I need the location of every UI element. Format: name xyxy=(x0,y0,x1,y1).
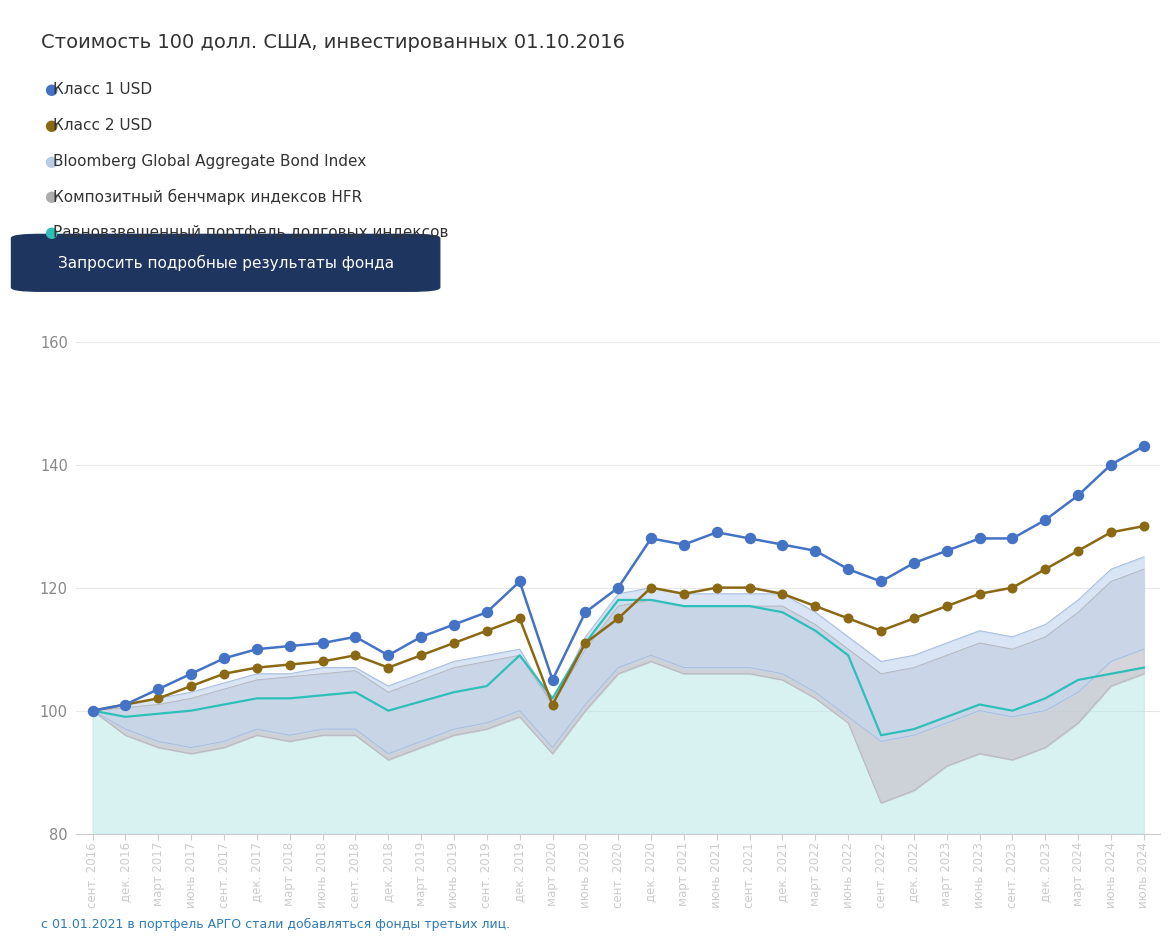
Text: Стоимость 100 долл. США, инвестированных 01.10.2016: Стоимость 100 долл. США, инвестированных… xyxy=(41,33,625,52)
Point xyxy=(346,648,364,663)
Point xyxy=(609,580,628,595)
Point xyxy=(1003,580,1022,595)
Text: ●: ● xyxy=(45,189,57,204)
Point xyxy=(905,556,924,571)
Point xyxy=(1036,512,1055,528)
Point xyxy=(214,666,233,681)
Point xyxy=(708,525,727,540)
Text: ●: ● xyxy=(45,118,57,133)
Point xyxy=(1069,544,1088,559)
Point xyxy=(1134,519,1153,534)
Point xyxy=(806,544,825,559)
Point xyxy=(116,697,135,712)
Text: Запросить подробные результаты фонда: Запросить подробные результаты фонда xyxy=(57,254,394,271)
Point xyxy=(280,639,299,654)
Point xyxy=(1102,457,1120,472)
Text: Класс 2 USD: Класс 2 USD xyxy=(53,118,152,133)
Point xyxy=(346,629,364,644)
Point xyxy=(379,660,397,675)
Point xyxy=(149,690,168,706)
Point xyxy=(741,580,759,595)
Point xyxy=(575,605,594,620)
Point xyxy=(905,610,924,625)
Point xyxy=(806,598,825,613)
Text: Класс 1 USD: Класс 1 USD xyxy=(53,82,152,97)
Text: ●: ● xyxy=(45,154,57,169)
Point xyxy=(214,651,233,666)
Point xyxy=(609,610,628,625)
Point xyxy=(543,697,561,712)
Point xyxy=(938,544,956,559)
Point xyxy=(411,648,430,663)
Point xyxy=(938,598,956,613)
Text: Bloomberg Global Aggregate Bond Index: Bloomberg Global Aggregate Bond Index xyxy=(53,154,366,169)
Text: с 01.01.2021 в портфель АРГО стали добавляться фонды третьих лиц.: с 01.01.2021 в портфель АРГО стали добав… xyxy=(41,918,510,931)
Point xyxy=(1102,525,1120,540)
Point xyxy=(774,586,792,601)
Point xyxy=(774,537,792,552)
Point xyxy=(839,561,858,577)
Point xyxy=(1134,439,1153,454)
Point xyxy=(313,636,332,651)
Point xyxy=(83,703,102,718)
FancyBboxPatch shape xyxy=(12,235,440,291)
Point xyxy=(247,642,266,657)
Point xyxy=(280,657,299,672)
Point xyxy=(83,703,102,718)
Point xyxy=(675,537,694,552)
Text: Равновзвешенный портфель долговых индексов: Равновзвешенный портфель долговых индекс… xyxy=(53,225,448,240)
Text: ●: ● xyxy=(45,225,57,240)
Point xyxy=(1003,531,1022,546)
Point xyxy=(642,531,661,546)
Point xyxy=(872,574,891,589)
Text: Композитный бенчмарк индексов HFR: Композитный бенчмарк индексов HFR xyxy=(53,188,362,205)
Point xyxy=(575,636,594,651)
Point xyxy=(970,531,989,546)
Point xyxy=(379,648,397,663)
Point xyxy=(444,617,463,632)
Point xyxy=(182,678,200,693)
Point xyxy=(675,586,694,601)
Point xyxy=(149,682,168,697)
Point xyxy=(510,574,529,589)
Point xyxy=(411,629,430,644)
Point xyxy=(642,580,661,595)
Point xyxy=(708,580,727,595)
Point xyxy=(313,654,332,669)
Text: ●: ● xyxy=(45,82,57,97)
Point xyxy=(970,586,989,601)
Point xyxy=(543,673,561,688)
Point xyxy=(444,636,463,651)
Point xyxy=(872,624,891,639)
Point xyxy=(1069,488,1088,503)
Point xyxy=(477,624,496,639)
Point xyxy=(247,660,266,675)
Point xyxy=(741,531,759,546)
Point xyxy=(182,666,200,681)
Point xyxy=(839,610,858,625)
Point xyxy=(477,605,496,620)
Point xyxy=(116,697,135,712)
Point xyxy=(1036,561,1055,577)
Point xyxy=(510,610,529,625)
